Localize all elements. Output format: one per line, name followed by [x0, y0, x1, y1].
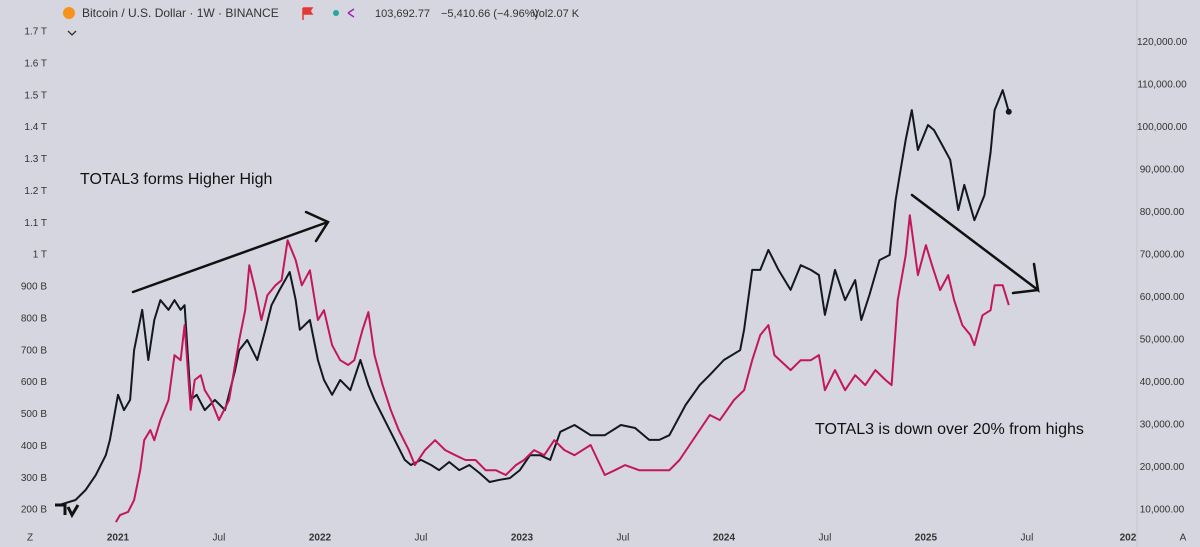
y2-tick-label: 30,000.00: [1140, 420, 1185, 431]
arrow: [131, 210, 330, 294]
y2-tick-label: 110,000.00: [1137, 80, 1187, 91]
volume: Vol2.07 K: [532, 8, 580, 20]
y-tick-label: 1.3 T: [24, 154, 47, 165]
y-tick-label: 600 B: [21, 377, 47, 388]
y2-tick-label: 70,000.00: [1140, 250, 1185, 261]
annotation: TOTAL3 is down over 20% from highs: [815, 421, 1084, 438]
y2-tick-label: 60,000.00: [1140, 292, 1185, 303]
price-change: −5,410.66 (−4.96%): [441, 8, 538, 20]
y-tick-label: 300 B: [21, 473, 47, 484]
arrow: [910, 193, 1040, 295]
y2-tick-label: 120,000.00: [1137, 37, 1187, 48]
plot-area: 200 B 300 B 400 B 500 B 600 B 700 B 800 B 900 B…: [21, 27, 1188, 544]
arrows: [131, 193, 1040, 295]
y-tick-label: 1.1 T: [24, 218, 47, 229]
y2-tick-label: 90,000.00: [1140, 165, 1185, 176]
x-tick-label: Jul: [819, 533, 832, 544]
collapse-toggle[interactable]: [67, 30, 77, 36]
x-tick-label: 2024: [713, 533, 736, 544]
symbol-title: Bitcoin / U.S. Dollar · 1W · BINANCE: [82, 6, 279, 20]
y-tick-label: 1 T: [33, 250, 47, 261]
x-tick-label: Jul: [213, 533, 226, 544]
y2-tick-label: 20,000.00: [1140, 462, 1185, 473]
last-price: 103,692.77: [375, 8, 430, 20]
y-tick-label: 1.2 T: [24, 186, 47, 197]
status-dot: [333, 10, 339, 16]
series-line: [115, 214, 1010, 523]
x-tick-label: 2021: [107, 533, 130, 544]
zoom-button[interactable]: Z: [27, 533, 33, 544]
x-tick-label: 202: [1120, 533, 1137, 544]
y-tick-label: 400 B: [21, 441, 47, 452]
y-tick-label: 1.4 T: [24, 122, 47, 133]
btc-icon: [63, 7, 75, 19]
x-tick-label: 2025: [915, 533, 938, 544]
auto-scale-button[interactable]: A: [1180, 533, 1187, 544]
share-icon[interactable]: [347, 8, 355, 18]
x-tick-label: Jul: [415, 533, 428, 544]
y2-tick-label: 10,000.00: [1140, 505, 1185, 516]
logo: [55, 503, 80, 519]
x-tick-label: Jul: [617, 533, 630, 544]
y2-tick-label: 40,000.00: [1140, 377, 1185, 388]
y-tick-label: 1.7 T: [24, 27, 47, 38]
annotation: TOTAL3 forms Higher High: [80, 171, 272, 188]
y2-tick-label: 100,000.00: [1137, 122, 1187, 133]
last-point: [1005, 108, 1012, 115]
y2-tick-label: 80,000.00: [1140, 207, 1185, 218]
y-tick-label: 800 B: [21, 313, 47, 324]
flag-icon[interactable]: [302, 7, 314, 20]
y-tick-label: 1.5 T: [24, 90, 47, 101]
y-tick-label: 200 B: [21, 505, 47, 516]
x-tick-label: Jul: [1021, 533, 1034, 544]
x-tick-label: 2023: [511, 533, 534, 544]
y-tick-label: 1.6 T: [24, 58, 47, 69]
y-tick-label: 500 B: [21, 409, 47, 420]
y-tick-label: 700 B: [21, 345, 47, 356]
y2-tick-label: 50,000.00: [1140, 335, 1185, 346]
y-tick-label: 900 B: [21, 282, 47, 293]
x-tick-label: 2022: [309, 533, 332, 544]
